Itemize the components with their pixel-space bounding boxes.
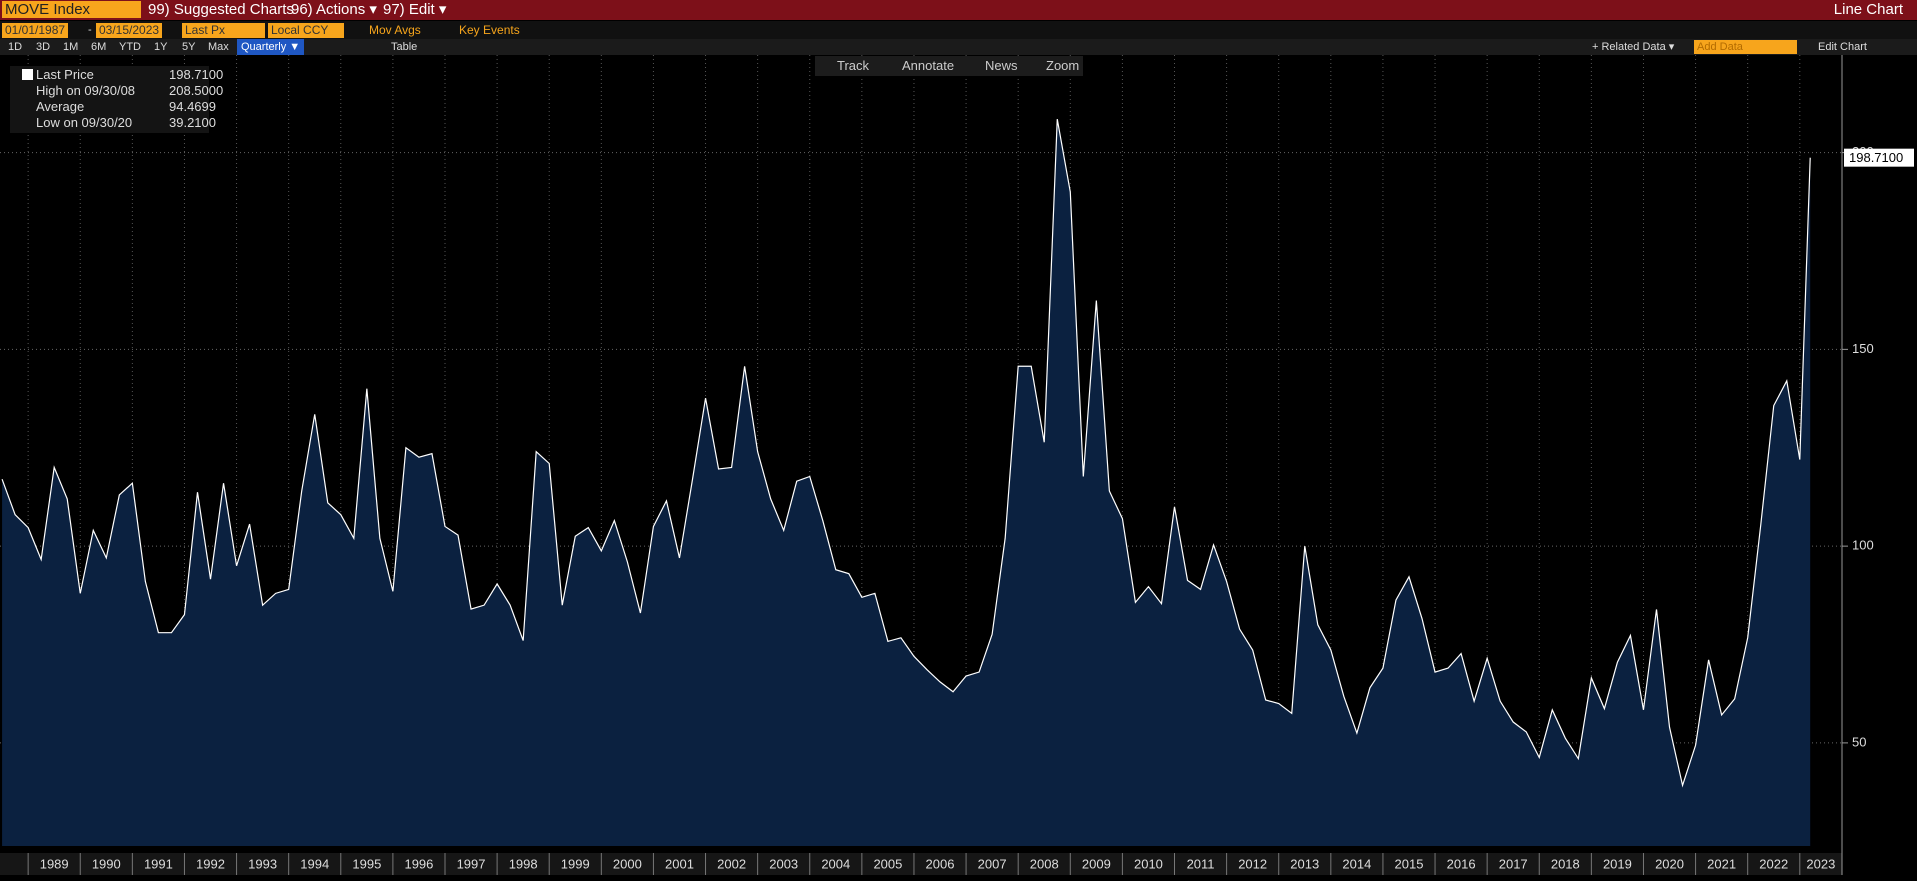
x-tick-label: 2015 [1395,856,1424,871]
legend-value: 198.7100 [169,67,224,82]
news-tool[interactable]: News [985,58,1018,73]
area-fill [2,119,1811,846]
y-tick-label: 150 [1852,341,1874,356]
x-tick-label: 1992 [196,856,225,871]
x-tick-label: 1993 [248,856,277,871]
x-axis-band [0,853,1842,875]
period-button[interactable]: 1M [63,41,79,53]
edit-chart[interactable]: Edit Chart [1818,41,1867,53]
control-row: 01/01/1987 - 03/15/2023 Last Px Local CC… [0,21,1917,39]
x-tick-label: 2002 [717,856,746,871]
legend-row: Average 94.4699 [36,99,216,114]
period-button[interactable]: 6M [91,41,107,53]
x-tick-label: 1998 [509,856,538,871]
chart-kind: Line Chart [1833,1,1903,18]
x-tick-label: 2020 [1655,856,1684,871]
x-tick-label: 2022 [1759,856,1788,871]
annotate-tool[interactable]: Annotate [902,58,955,73]
mov-avgs[interactable]: Mov Avgs [369,23,421,37]
x-tick-label: 2023 [1806,856,1835,871]
legend-label: Last Price [36,67,94,82]
x-tick-label: 2014 [1342,856,1371,871]
last-price-tag [1844,148,1914,167]
x-tick-label: 1991 [144,856,173,871]
edit-menu[interactable]: 97) Edit ▾ [383,1,447,18]
x-tick-label: 1995 [352,856,381,871]
x-tick-label: 2009 [1082,856,1111,871]
x-tick-label: 2000 [613,856,642,871]
frequency-select[interactable]: Quarterly ▼ [237,39,305,55]
x-tick-label: 2016 [1447,856,1476,871]
legend-value: 208.5000 [169,83,224,98]
x-tick-label: 1999 [561,856,590,871]
x-tick-label: 2010 [1134,856,1163,871]
period-button[interactable]: 1D [8,41,23,53]
currency-select[interactable]: Local CCY [268,23,344,38]
x-tick-label: 2011 [1187,856,1215,871]
x-tick-label: 2007 [978,856,1007,871]
x-tick-label: 2021 [1707,856,1736,871]
y-tick-label: 100 [1852,538,1874,553]
x-tick-label: 1994 [300,856,329,871]
actions-menu[interactable]: 96) Actions ▾ [291,1,377,18]
add-data[interactable]: Add Data [1694,40,1797,54]
x-tick-label: 1997 [457,856,486,871]
x-tick-label: 2008 [1030,856,1059,871]
legend-value: 39.2100 [169,115,216,130]
legend-swatch [22,69,33,80]
date-dash: - [88,24,92,36]
suggested-charts[interactable]: 99) Suggested Charts [148,1,294,18]
period-button[interactable]: 3D [36,41,51,53]
x-tick-label: 2003 [769,856,798,871]
track-tool[interactable]: Track [837,58,870,73]
period-button[interactable]: 5Y [182,41,196,53]
legend-row: High on 09/30/08 208.5000 [36,83,223,98]
last-price-label: 198.7100 [1849,150,1903,165]
key-events[interactable]: Key Events [459,23,520,37]
legend-label: Average [36,99,85,114]
x-tick-label: 1989 [40,856,69,871]
start-date[interactable]: 01/01/1987 [2,23,69,38]
table-button[interactable]: Table [391,41,418,53]
legend-value: 94.4699 [169,99,216,114]
x-tick-label: 2006 [926,856,955,871]
x-tick-label: 2012 [1238,856,1267,871]
chart: 5010015020019891990199119921993199419951… [0,55,1914,875]
top-bar: MOVE Index 99) Suggested Charts 96) Acti… [0,0,1917,20]
period-button[interactable]: YTD [119,41,141,53]
zoom-tool[interactable]: Zoom [1046,58,1080,73]
legend: Last Price 198.7100 High on 09/30/08 208.5… [10,66,223,133]
period-button[interactable]: 1Y [154,41,168,53]
x-tick-label: 2013 [1290,856,1319,871]
legend-label: High on 09/30/08 [36,83,136,98]
legend-label: Low on 09/30/20 [36,115,133,130]
price-line [1,119,1811,788]
x-tick-label: 2005 [873,856,902,871]
related-data[interactable]: + Related Data ▾ [1592,41,1675,53]
y-tick-label: 50 [1852,734,1866,749]
x-tick-label: 2001 [665,856,694,871]
end-date[interactable]: 03/15/2023 [96,23,163,38]
x-tick-label: 2018 [1551,856,1580,871]
period-button[interactable]: Max [208,41,229,53]
period-row: 1D 3D 1M 6M YTD 1Y 5Y Max Quarterly ▼ Ta… [0,39,1917,55]
x-tick-label: 1990 [92,856,121,871]
chart-tools: Track Annotate News Zoom [815,56,1083,76]
ticker-field[interactable]: MOVE Index [2,1,141,18]
field-select[interactable]: Last Px [182,23,265,38]
legend-row: Low on 09/30/20 39.2100 [36,115,216,130]
x-tick-label: 2017 [1499,856,1528,871]
x-tick-label: 2019 [1603,856,1632,871]
x-tick-label: 1996 [404,856,433,871]
legend-row: Last Price 198.7100 [36,67,223,82]
x-tick-label: 2004 [821,856,850,871]
